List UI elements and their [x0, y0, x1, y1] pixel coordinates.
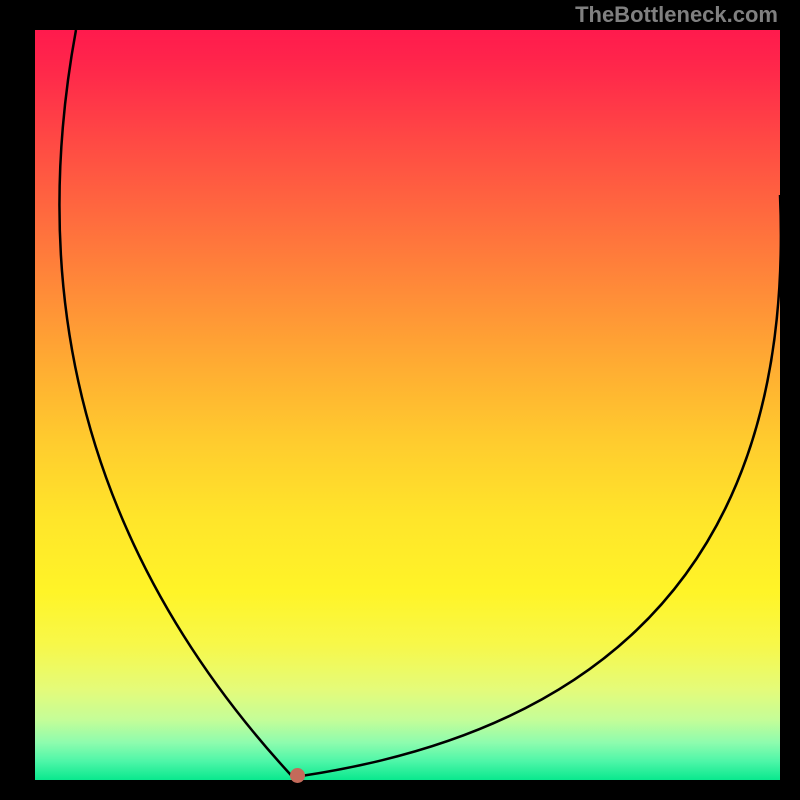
plot-area [35, 30, 780, 780]
gradient-background [35, 30, 780, 780]
chart-svg [35, 30, 780, 780]
watermark-text: TheBottleneck.com [575, 2, 778, 28]
minimum-marker [290, 768, 305, 783]
